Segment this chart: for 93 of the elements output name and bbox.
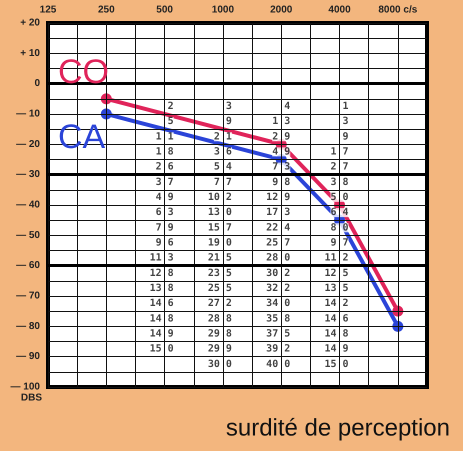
annotation: 5 bbox=[168, 116, 174, 128]
annotation: 2 9 bbox=[272, 131, 290, 142]
annotation: 30 2 bbox=[266, 268, 290, 279]
y-tick-label: — 100 bbox=[10, 382, 40, 392]
annotation: 2 7 bbox=[330, 162, 349, 173]
y-axis-title: DBS bbox=[20, 392, 42, 404]
y-tick-label: — 80 bbox=[16, 320, 40, 332]
annotation: 3 8 bbox=[330, 176, 349, 188]
annotation: 29 8 bbox=[208, 328, 232, 340]
annotation: 10 2 bbox=[208, 192, 232, 203]
text: surdité de perception bbox=[226, 414, 450, 442]
annotation: 11 2 bbox=[324, 252, 349, 264]
annotation: 39 2 bbox=[266, 344, 290, 355]
annotation: 40 0 bbox=[266, 358, 290, 370]
annotation: 7 3 bbox=[272, 162, 290, 173]
annotation: 12 8 bbox=[150, 268, 174, 279]
y-tick-label: — 30 bbox=[16, 169, 40, 180]
annotation: 14 6 bbox=[150, 298, 174, 310]
y-tick-label: — 90 bbox=[16, 351, 40, 362]
x-tick-label: 500 bbox=[156, 4, 174, 16]
x-tick-label: 2000 bbox=[270, 4, 293, 16]
annotation: 12 5 bbox=[324, 268, 349, 279]
annotation: 5 4 bbox=[214, 162, 232, 173]
annotation: 2 1 bbox=[214, 131, 232, 142]
annotation: 8 0 bbox=[330, 222, 349, 234]
annotation: 13 5 bbox=[324, 282, 349, 294]
x-tick-label: 8000 c/s bbox=[378, 4, 418, 16]
x-tick-label: 4000 bbox=[328, 4, 352, 16]
y-tick-label: 0 bbox=[34, 78, 40, 90]
annotation: 7 7 bbox=[214, 176, 232, 188]
annotation: 14 6 bbox=[324, 313, 349, 324]
annotation: 30 0 bbox=[208, 358, 232, 370]
annotation: 21 5 bbox=[208, 252, 232, 264]
annotation: 13 8 bbox=[150, 282, 174, 294]
annotation: 14 8 bbox=[150, 313, 174, 324]
annotation: 17 3 bbox=[266, 207, 290, 218]
annotation: 14 8 bbox=[324, 328, 349, 340]
annotation: 25 7 bbox=[266, 237, 290, 248]
y-tick-label: — 40 bbox=[16, 200, 40, 210]
annotation: 6 3 bbox=[156, 207, 174, 218]
annotation: 5 0 bbox=[330, 192, 349, 203]
annotation: 9 7 bbox=[330, 237, 349, 248]
annotation: 25 5 bbox=[208, 282, 232, 294]
annotation: 15 0 bbox=[324, 358, 349, 370]
annotation: 3 7 bbox=[156, 176, 174, 188]
annotation: 14 2 bbox=[324, 298, 349, 310]
annotation: 1 3 bbox=[272, 116, 290, 128]
annotation: 9 8 bbox=[272, 176, 290, 188]
annotation: 11 3 bbox=[150, 252, 174, 264]
annotation: 9 6 bbox=[156, 237, 174, 248]
x-tick-label: 250 bbox=[98, 4, 116, 16]
annotation: 34 0 bbox=[266, 298, 290, 310]
annotation: 9 bbox=[342, 131, 349, 142]
annotation: 7 9 bbox=[156, 222, 174, 234]
annotation: 22 4 bbox=[266, 222, 290, 234]
annotation: 37 5 bbox=[266, 328, 290, 340]
annotation: 9 bbox=[226, 116, 232, 128]
annotation: 2 bbox=[168, 100, 174, 112]
y-tick-label: + 10 bbox=[20, 48, 40, 59]
annotation: 4 9 bbox=[272, 146, 290, 158]
annotation: 6 4 bbox=[330, 207, 349, 218]
annotation: 2 6 bbox=[156, 162, 174, 173]
x-tick-label: 125 bbox=[40, 4, 57, 16]
y-tick-label: + 20 bbox=[20, 18, 40, 28]
annotation: 3 bbox=[226, 100, 232, 112]
annotation: 32 2 bbox=[266, 282, 290, 294]
annotation: 35 8 bbox=[266, 313, 290, 324]
annotation: 28 8 bbox=[208, 313, 232, 324]
y-tick-label: — 70 bbox=[16, 290, 40, 302]
y-tick-label: — 10 bbox=[16, 108, 40, 120]
annotation: 1 bbox=[342, 100, 349, 112]
y-tick-label: — 60 bbox=[16, 260, 40, 272]
annotation: 1 8 bbox=[156, 146, 174, 158]
annotation: 3 bbox=[342, 116, 349, 128]
annotation: 15 7 bbox=[208, 222, 232, 234]
annotation: 3 6 bbox=[214, 146, 232, 158]
annotation: 1 7 bbox=[330, 146, 349, 158]
annotation: 12 9 bbox=[266, 192, 290, 203]
annotation: 4 bbox=[284, 100, 290, 112]
annotation: 14 9 bbox=[324, 344, 349, 355]
y-tick-label: — 50 bbox=[16, 230, 40, 241]
annotation: 1 1 bbox=[156, 131, 174, 142]
annotation: 13 0 bbox=[208, 207, 232, 218]
annotation: 19 0 bbox=[208, 237, 232, 248]
annotation: 23 5 bbox=[208, 268, 232, 279]
y-tick-label: — 20 bbox=[16, 138, 40, 150]
annotation: 27 2 bbox=[208, 298, 232, 310]
annotation: 29 9 bbox=[208, 344, 232, 355]
x-tick-label: 1000 bbox=[212, 4, 234, 16]
annotation: 4 9 bbox=[156, 192, 174, 203]
annotation: 28 0 bbox=[266, 252, 290, 264]
annotation: 14 9 bbox=[150, 328, 174, 340]
annotation: 15 0 bbox=[150, 344, 174, 355]
